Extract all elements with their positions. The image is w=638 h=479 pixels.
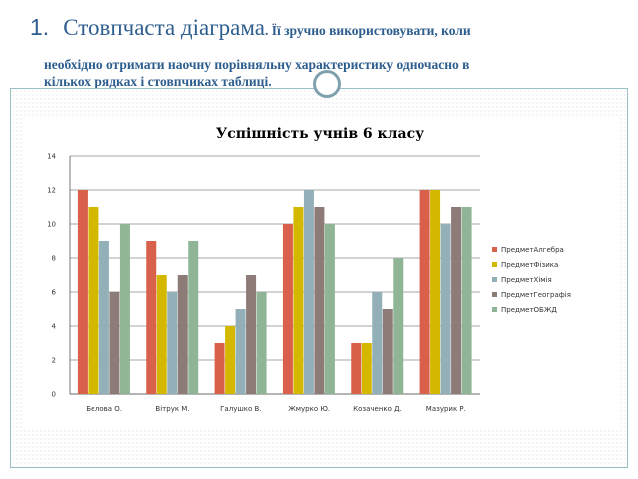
bar	[314, 207, 325, 394]
y-tick-label: 12	[47, 187, 56, 195]
chart-area: 0 2 4 6 8 10 12 14 Бєлова О. Вітрук М. Галушко В. Ж…	[22, 118, 618, 428]
bar	[293, 207, 304, 394]
bar	[351, 343, 362, 394]
legend-swatch	[492, 307, 497, 312]
legend-label: ПредметХімія	[501, 276, 552, 284]
legend-swatch	[492, 262, 497, 267]
x-tick-label: Вітрук М.	[155, 405, 189, 413]
bar	[167, 292, 178, 394]
bar	[303, 190, 314, 394]
y-tick-label: 14	[47, 153, 56, 161]
bar	[361, 343, 372, 394]
bar	[235, 309, 246, 394]
y-tick-label: 6	[52, 289, 57, 297]
legend-swatch	[492, 292, 497, 297]
bar	[393, 258, 404, 394]
bar	[282, 224, 293, 394]
bar	[188, 241, 199, 394]
bar	[225, 326, 236, 394]
bar	[430, 190, 441, 394]
bar	[440, 224, 451, 394]
y-tick-label: 8	[52, 255, 56, 263]
bar	[324, 224, 335, 394]
legend-swatch	[492, 247, 497, 252]
legend-swatch	[492, 277, 497, 282]
body-line-1: необхідно отримати наочну порівняльну ха…	[44, 57, 470, 72]
bar	[77, 190, 88, 394]
chart-svg: 0 2 4 6 8 10 12 14 Бєлова О. Вітрук М. Галушко В. Ж…	[47, 153, 571, 414]
y-tick-label: 10	[47, 221, 56, 229]
x-tick-label: Бєлова О.	[86, 405, 122, 413]
y-tick-label: 0	[52, 391, 56, 399]
y-tick-label: 2	[52, 357, 56, 365]
y-tick-label: 4	[52, 323, 57, 331]
slide-title: 1. Стовпчаста діаграма. Її зручно викорис…	[30, 14, 630, 41]
bar	[246, 275, 257, 394]
bar	[451, 207, 462, 394]
decorative-circle-icon	[313, 70, 341, 98]
x-tick-label: Козаченко Д.	[353, 405, 402, 413]
bar	[119, 224, 130, 394]
chart-title: Успішність учнів 6 класу	[215, 126, 425, 142]
legend-label: ПредметОБЖД	[501, 306, 557, 314]
bar	[88, 207, 99, 394]
body-text: необхідно отримати наочну порівняльну ха…	[44, 56, 624, 90]
bar	[382, 309, 393, 394]
legend-label: ПредметФізика	[501, 261, 558, 269]
bar	[146, 241, 157, 394]
x-tick-label: Жмурко Ю.	[288, 405, 330, 413]
slide-title-text: Стовпчаста діаграма	[63, 15, 265, 40]
bar	[214, 343, 225, 394]
slide-number: 1.	[30, 14, 50, 40]
bar	[419, 190, 430, 394]
legend-label: ПредметГеографія	[501, 291, 571, 299]
slide-lead-text: . Її зручно використовувати, коли	[264, 23, 471, 38]
bar	[372, 292, 383, 394]
legend-label: ПредметАлгебра	[501, 246, 564, 254]
bar	[461, 207, 472, 394]
x-tick-label: Галушко В.	[220, 405, 261, 413]
x-tick-label: Мазурик Р.	[426, 405, 466, 413]
bar	[98, 241, 109, 394]
bar	[177, 275, 188, 394]
bar	[256, 292, 267, 394]
body-line-2: кількох рядках і стовпчиках таблиці.	[44, 74, 272, 89]
bar	[156, 275, 167, 394]
bar	[109, 292, 120, 394]
